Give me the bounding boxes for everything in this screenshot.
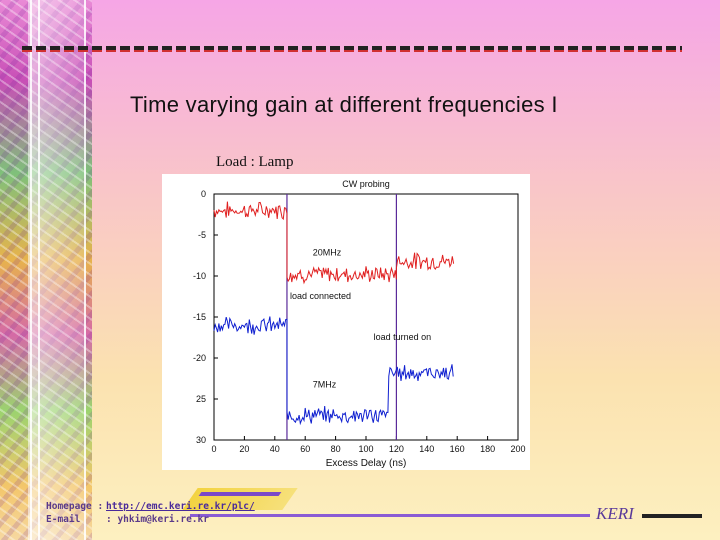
x-tick-label: 80 [331,444,341,454]
footer-rule [190,514,590,517]
x-tick-label: 140 [419,444,434,454]
chart-title: CW probing [342,179,390,189]
chart-annotation: 7MHz [313,380,337,390]
y-tick-label: 0 [201,189,206,199]
slide-title: Time varying gain at different frequenci… [130,92,558,117]
series-line-7mhz [213,316,454,426]
decorative-side-strip [0,0,92,540]
x-tick-label: 60 [300,444,310,454]
x-axis-label: Excess Delay (ns) [326,458,407,469]
chart-annotation: load turned on [374,332,432,342]
side-strip-line [30,0,32,540]
x-tick-label: 120 [389,444,404,454]
email-value[interactable]: : yhkim@keri.re.kr [106,514,209,525]
chart-annotation: 20MHz [313,248,342,258]
y-tick-label: -20 [193,353,206,363]
x-tick-label: 200 [510,444,525,454]
x-tick-label: 20 [239,444,249,454]
keri-logo-bar [642,514,702,518]
gain-chart: 0 20 40 60 80 100 120 140 160 180 200 0 -5 -10 -15 -20 2… [193,179,526,469]
side-strip-highlight [28,0,86,540]
x-tick-label: 40 [270,444,280,454]
y-tick-label: 25 [196,394,206,404]
chart-panel: 0 20 40 60 80 100 120 140 160 180 200 0 -5 -10 -15 -20 2… [162,174,530,470]
y-tick-label: 30 [196,435,206,445]
chart-annotation: load connected [290,291,351,301]
footer-accent-stripe [198,492,282,496]
x-tick-label: 180 [480,444,495,454]
load-label: Load : Lamp [216,154,294,170]
homepage-link[interactable]: http://emc.keri.re.kr/plc/ [106,501,255,512]
title-dashed-rule [22,46,682,50]
side-strip-line [38,0,40,540]
keri-logo-text: KERI [596,504,634,523]
y-tick-label: -10 [193,271,206,281]
plot-frame [213,193,519,441]
side-strip-line [84,0,86,540]
y-tick-label: -15 [193,312,206,322]
x-tick-label: 0 [211,444,216,454]
x-tick-label: 100 [358,444,373,454]
x-tick-label: 160 [450,444,465,454]
title-dashed-rule-accent [22,50,682,52]
email-label: E-mail [46,514,81,525]
homepage-label: Homepage : [46,501,104,512]
footer-contact: Homepage : http://emc.keri.re.kr/plc/ E-m… [46,500,255,526]
y-tick-label: -5 [198,230,206,240]
series-line-20mhz [213,201,455,285]
